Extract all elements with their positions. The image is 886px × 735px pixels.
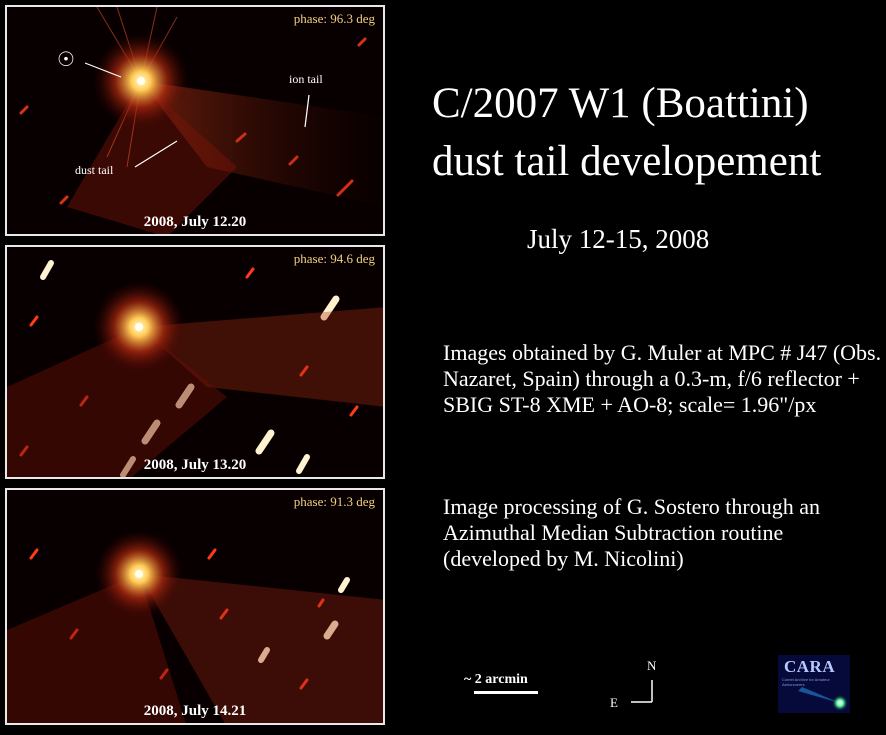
comet-image-panel-1: ☉ ion tail dust tail phase: 96.3 deg 200… (5, 5, 385, 236)
scale-bar (474, 691, 538, 694)
title-line-2: dust tail developement (432, 138, 822, 185)
compass-arrows-icon (631, 680, 653, 703)
sun-symbol: ☉ (57, 49, 75, 71)
panel-date: 2008, July 12.20 (143, 214, 247, 230)
compass: N E (607, 658, 667, 714)
phase-label: phase: 96.3 deg (293, 11, 375, 26)
comet-image-3 (7, 490, 383, 723)
panel-date: 2008, July 13.20 (143, 457, 247, 473)
comet-image-1 (7, 7, 383, 234)
comet-image-panel-2: phase: 94.6 deg 2008, July 13.20 (5, 245, 385, 479)
phase-label: phase: 91.3 deg (293, 494, 375, 509)
title-line-1: C/2007 W1 (Boattini) (432, 80, 809, 127)
compass-north: N (647, 658, 657, 673)
date-range: July 12-15, 2008 (527, 224, 710, 254)
comet-image-2 (7, 247, 383, 477)
comet-image-panel-3: phase: 91.3 deg 2008, July 14.21 (5, 488, 385, 725)
comet-logo-icon (798, 687, 848, 711)
dust-tail-label: dust tail (75, 163, 114, 177)
ion-tail-label: ion tail (289, 72, 323, 86)
observation-description: Images obtained by G. Muler at MPC # J47… (443, 340, 882, 417)
logo-name: CARA (784, 657, 836, 676)
panel-date: 2008, July 14.21 (143, 703, 247, 719)
scale-label: ~ 2 arcmin (464, 672, 528, 687)
compass-east: E (610, 695, 618, 710)
logo-subtitle: Comet Archive for Amateur Astronomers (782, 677, 830, 687)
cara-logo: CARA Comet Archive for Amateur Astronome… (778, 655, 850, 713)
phase-label: phase: 94.6 deg (293, 251, 375, 266)
processing-description: Image processing of G. Sostero through a… (443, 494, 820, 571)
